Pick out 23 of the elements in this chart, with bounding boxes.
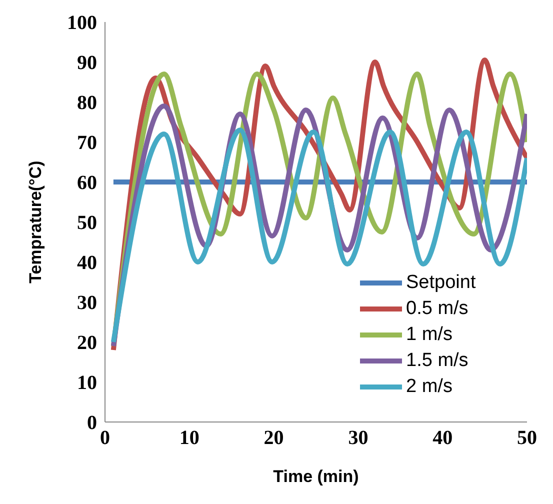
- legend-label: 1 m/s: [406, 323, 452, 347]
- x-tick-label: 30: [348, 427, 368, 450]
- legend-label: 2 m/s: [406, 375, 452, 399]
- legend-label: 0.5 m/s: [406, 297, 468, 321]
- y-tick-label: 0: [87, 412, 97, 434]
- x-tick-label: 40: [432, 427, 453, 450]
- y-tick-label: 30: [77, 292, 97, 314]
- y-tick-label: 50: [77, 212, 97, 234]
- legend-label: Setpoint: [406, 271, 476, 295]
- y-tick-label: 90: [77, 52, 97, 74]
- legend-label: 1.5 m/s: [406, 349, 468, 373]
- x-axis-title: Time (min): [273, 467, 359, 486]
- y-tick-label: 80: [77, 92, 97, 114]
- y-tick-label: 10: [77, 372, 97, 394]
- y-tick-label: 20: [77, 332, 97, 354]
- x-tick-label: 20: [264, 427, 284, 450]
- x-tick-label: 10: [179, 427, 200, 450]
- y-tick-label: 100: [67, 12, 97, 34]
- y-tick-label: 70: [77, 132, 97, 154]
- y-axis-title: Temprature(°C): [26, 160, 46, 284]
- x-tick-label: 50: [517, 427, 537, 450]
- y-tick-label: 60: [77, 172, 97, 194]
- y-tick-label: 40: [77, 252, 97, 274]
